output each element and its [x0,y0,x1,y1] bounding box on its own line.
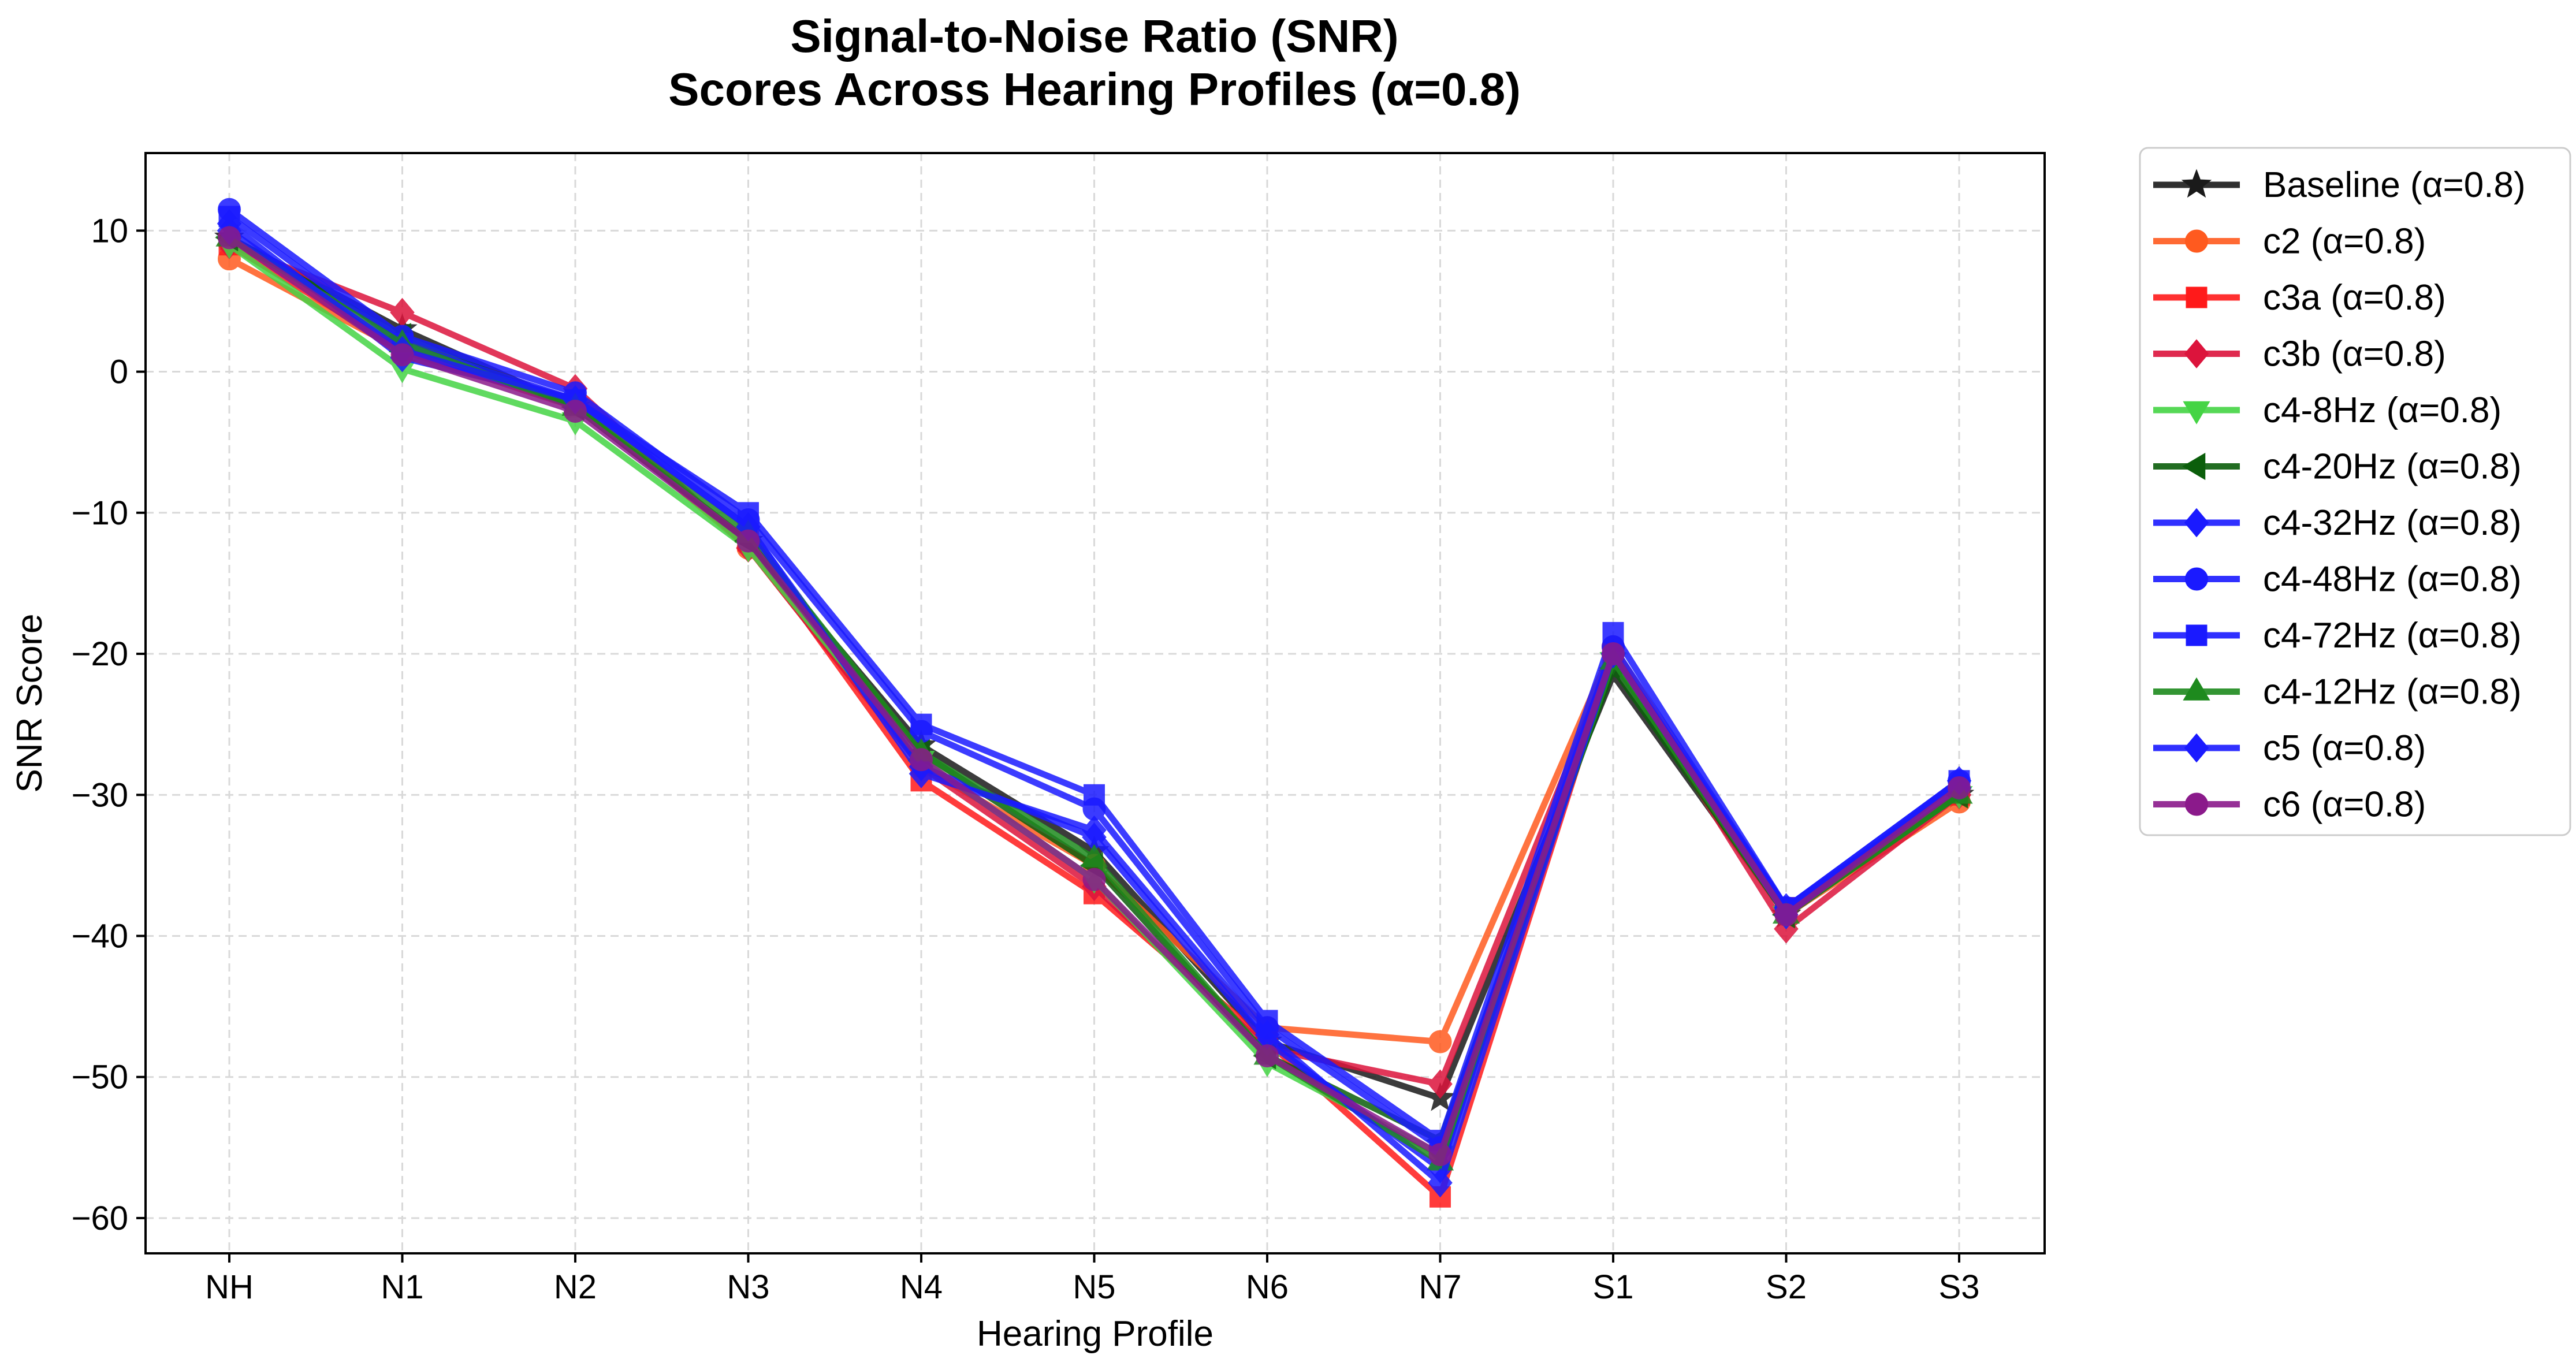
legend-marker [2184,508,2209,538]
data-point [1082,868,1106,891]
y-tick-label: 0 [110,353,128,391]
data-point [736,529,760,553]
legend-item: c3a (α=0.8) [2153,278,2446,318]
x-tick-label: S2 [1766,1268,1807,1306]
legend-marker [2185,567,2208,591]
legend-item: c4-12Hz (α=0.8) [2153,672,2522,712]
x-tick-label: S3 [1939,1268,1980,1306]
data-point [1080,844,1108,868]
legend-marker [2184,339,2209,368]
legend-item: c5 (α=0.8) [2153,728,2426,768]
y-axis: 10 0 −10 −20 −30 −40 −50 −60 [72,212,146,1237]
legend-marker [2183,677,2210,701]
legend-label: c4-8Hz (α=0.8) [2263,390,2501,430]
legend-marker [2186,624,2208,646]
legend-item: c4-72Hz (α=0.8) [2153,616,2522,656]
legend-item: c4-48Hz (α=0.8) [2153,560,2522,600]
x-tick-label: N7 [1419,1268,1461,1306]
legend-label: c5 (α=0.8) [2263,728,2426,768]
legend-label: c2 (α=0.8) [2263,222,2426,262]
x-tick-label: N6 [1246,1268,1289,1306]
legend-marker [2184,733,2209,763]
chart-title: Signal-to-Noise Ratio (SNR)Scores Across… [668,10,1521,115]
data-point [1428,1069,1453,1099]
y-tick-label: 10 [91,212,128,250]
legend-marker [2185,229,2208,253]
x-tick-label: N1 [381,1268,423,1306]
data-point [910,748,933,772]
legend-marker [2185,792,2208,816]
x-tick-label: S1 [1593,1268,1634,1306]
data-point [218,226,241,250]
legend-item: Baseline (α=0.8) [2153,165,2526,205]
y-tick-label: −30 [72,776,128,814]
legend-marker [2182,452,2206,481]
legend-label: c6 (α=0.8) [2263,785,2426,825]
data-point [390,343,414,367]
legend-item: c4-20Hz (α=0.8) [2153,447,2522,487]
legend-item: c4-32Hz (α=0.8) [2153,503,2522,543]
legend-label: c3b (α=0.8) [2263,334,2446,374]
series-layer [214,198,1975,1208]
legend-item: c6 (α=0.8) [2153,785,2426,825]
legend-item: c4-8Hz (α=0.8) [2153,390,2501,430]
series-line [228,242,1961,1200]
legend-label: c4-32Hz (α=0.8) [2263,503,2522,543]
y-axis-label: SNR Score [10,613,50,792]
y-tick-label: −10 [72,494,128,532]
data-point [1082,816,1107,845]
data-point [910,713,932,735]
legend-label: c4-48Hz (α=0.8) [2263,560,2522,600]
data-point [1602,642,1625,666]
legend: Baseline (α=0.8) c2 (α=0.8) c3a (α=0.8) c3b… [2139,147,2571,836]
grid-lines [146,153,2045,1253]
y-tick-label: −40 [72,917,128,955]
data-point [1428,1143,1452,1167]
x-tick-label: N3 [727,1268,769,1306]
x-tick-label: NH [205,1268,254,1306]
x-axis: NH N1 N2 N3 N4 N5 N6 N7 S1 S2 S3 [205,1253,1979,1306]
data-point [1428,1168,1453,1198]
data-point [1948,776,1971,800]
chart-title-line: Scores Across Hearing Profiles (α=0.8) [668,64,1521,115]
y-tick-label: −50 [72,1059,128,1096]
legend-label: c4-72Hz (α=0.8) [2263,616,2522,656]
y-tick-label: −20 [72,635,128,673]
series-group [218,226,1971,1167]
chart-title-line: Signal-to-Noise Ratio (SNR) [790,10,1398,62]
data-point [1774,903,1798,926]
legend-marker [2183,401,2210,425]
x-axis-label: Hearing Profile [977,1314,1213,1354]
legend-marker [2181,169,2212,198]
x-tick-label: N5 [1073,1268,1115,1306]
data-point [1428,1030,1452,1053]
legend-label: c4-20Hz (α=0.8) [2263,447,2522,487]
x-tick-label: N2 [554,1268,597,1306]
data-point [1256,1044,1279,1068]
legend-label: c4-12Hz (α=0.8) [2263,672,2522,712]
legend-item: c3b (α=0.8) [2153,334,2446,374]
y-tick-label: −60 [72,1200,128,1237]
x-tick-label: N4 [900,1268,943,1306]
legend-label: Baseline (α=0.8) [2263,165,2526,205]
legend-item: c2 (α=0.8) [2153,222,2426,262]
data-point [564,399,587,423]
legend-marker [2186,286,2208,308]
legend-label: c3a (α=0.8) [2263,278,2446,318]
legend-box [2139,147,2571,836]
data-point [1084,784,1105,806]
